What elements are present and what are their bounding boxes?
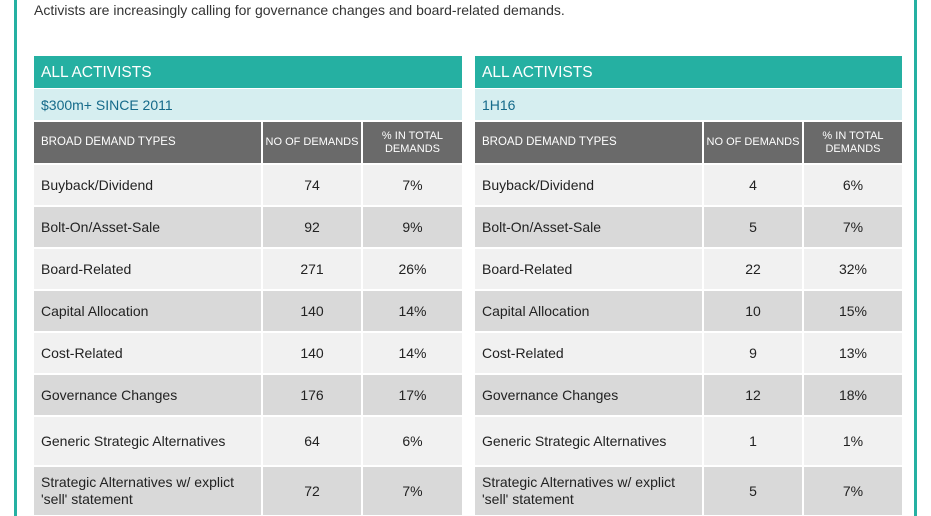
table-row: Cost-Related 9 13% [475,331,902,374]
demand-type: Strategic Alternatives w/ explict 'sell'… [34,465,263,515]
demand-type: Governance Changes [34,373,263,416]
demand-type: Cost-Related [34,331,263,374]
table-row: Strategic Alternatives w/ explict 'sell'… [475,465,902,515]
demand-type: Buyback/Dividend [475,163,704,206]
demand-pct: 26% [362,247,462,290]
table-row: Capital Allocation 140 14% [34,289,462,332]
demand-pct: 6% [803,163,902,206]
table-row: Bolt-On/Asset-Sale 92 9% [34,205,462,248]
table-row: Bolt-On/Asset-Sale 5 7% [475,205,902,248]
demand-count: 140 [262,331,363,374]
col-header-pct: % IN TOTAL DEMANDS [362,120,462,164]
table-row: Capital Allocation 10 15% [475,289,902,332]
col-header-count: NO OF DEMANDS [262,120,363,164]
demand-count: 72 [262,465,363,515]
demand-count: 140 [262,289,363,332]
table-row: Governance Changes 12 18% [475,373,902,416]
col-header-type: BROAD DEMAND TYPES [475,120,704,164]
demand-count: 271 [262,247,363,290]
demand-count: 176 [262,373,363,416]
col-header-pct: % IN TOTAL DEMANDS [803,120,902,164]
demand-pct: 13% [803,331,902,374]
demand-count: 4 [703,163,804,206]
col-header-type: BROAD DEMAND TYPES [34,120,263,164]
header-row: BROAD DEMAND TYPES NO OF DEMANDS % IN TO… [34,120,462,164]
table-subtitle: 1H16 [475,88,902,120]
table-title: ALL ACTIVISTS [475,56,902,88]
demands-table: BROAD DEMAND TYPES NO OF DEMANDS % IN TO… [475,120,902,515]
demand-count: 22 [703,247,804,290]
table-row: Generic Strategic Alternatives 1 1% [475,415,902,466]
demand-pct: 14% [362,289,462,332]
demand-type: Bolt-On/Asset-Sale [475,205,704,248]
demand-pct: 7% [803,465,902,515]
table-panel-since-2011: ALL ACTIVISTS $300m+ SINCE 2011 BROAD DE… [34,56,462,515]
demand-type: Cost-Related [475,331,704,374]
demand-pct: 15% [803,289,902,332]
demand-pct: 17% [362,373,462,416]
demand-type: Generic Strategic Alternatives [475,415,704,466]
demand-count: 10 [703,289,804,332]
demand-count: 1 [703,415,804,466]
table-row: Strategic Alternatives w/ explict 'sell'… [34,465,462,515]
demand-type: Generic Strategic Alternatives [34,415,263,466]
demand-count: 5 [703,205,804,248]
table-row: Generic Strategic Alternatives 64 6% [34,415,462,466]
page-frame [14,0,917,516]
demand-type: Board-Related [475,247,704,290]
demand-pct: 14% [362,331,462,374]
header-row: BROAD DEMAND TYPES NO OF DEMANDS % IN TO… [475,120,902,164]
table-title: ALL ACTIVISTS [34,56,462,88]
demand-count: 12 [703,373,804,416]
demand-count: 5 [703,465,804,515]
demand-pct: 1% [803,415,902,466]
demand-count: 74 [262,163,363,206]
demand-count: 64 [262,415,363,466]
demand-pct: 18% [803,373,902,416]
demand-type: Board-Related [34,247,263,290]
col-header-count: NO OF DEMANDS [703,120,804,164]
intro-text: Activists are increasingly calling for g… [34,2,565,18]
table-subtitle: $300m+ SINCE 2011 [34,88,462,120]
demand-type: Governance Changes [475,373,704,416]
table-row: Buyback/Dividend 74 7% [34,163,462,206]
demand-count: 92 [262,205,363,248]
demand-pct: 32% [803,247,902,290]
demand-type: Strategic Alternatives w/ explict 'sell'… [475,465,704,515]
table-panel-1h16: ALL ACTIVISTS 1H16 BROAD DEMAND TYPES NO… [475,56,902,515]
demand-type: Buyback/Dividend [34,163,263,206]
table-row: Board-Related 22 32% [475,247,902,290]
demand-pct: 7% [803,205,902,248]
demand-type: Capital Allocation [34,289,263,332]
demand-count: 9 [703,331,804,374]
demand-pct: 7% [362,163,462,206]
table-row: Board-Related 271 26% [34,247,462,290]
table-row: Buyback/Dividend 4 6% [475,163,902,206]
table-row: Cost-Related 140 14% [34,331,462,374]
demand-pct: 9% [362,205,462,248]
demand-pct: 6% [362,415,462,466]
demand-type: Bolt-On/Asset-Sale [34,205,263,248]
demand-pct: 7% [362,465,462,515]
demand-type: Capital Allocation [475,289,704,332]
table-row: Governance Changes 176 17% [34,373,462,416]
demands-table: BROAD DEMAND TYPES NO OF DEMANDS % IN TO… [34,120,462,515]
